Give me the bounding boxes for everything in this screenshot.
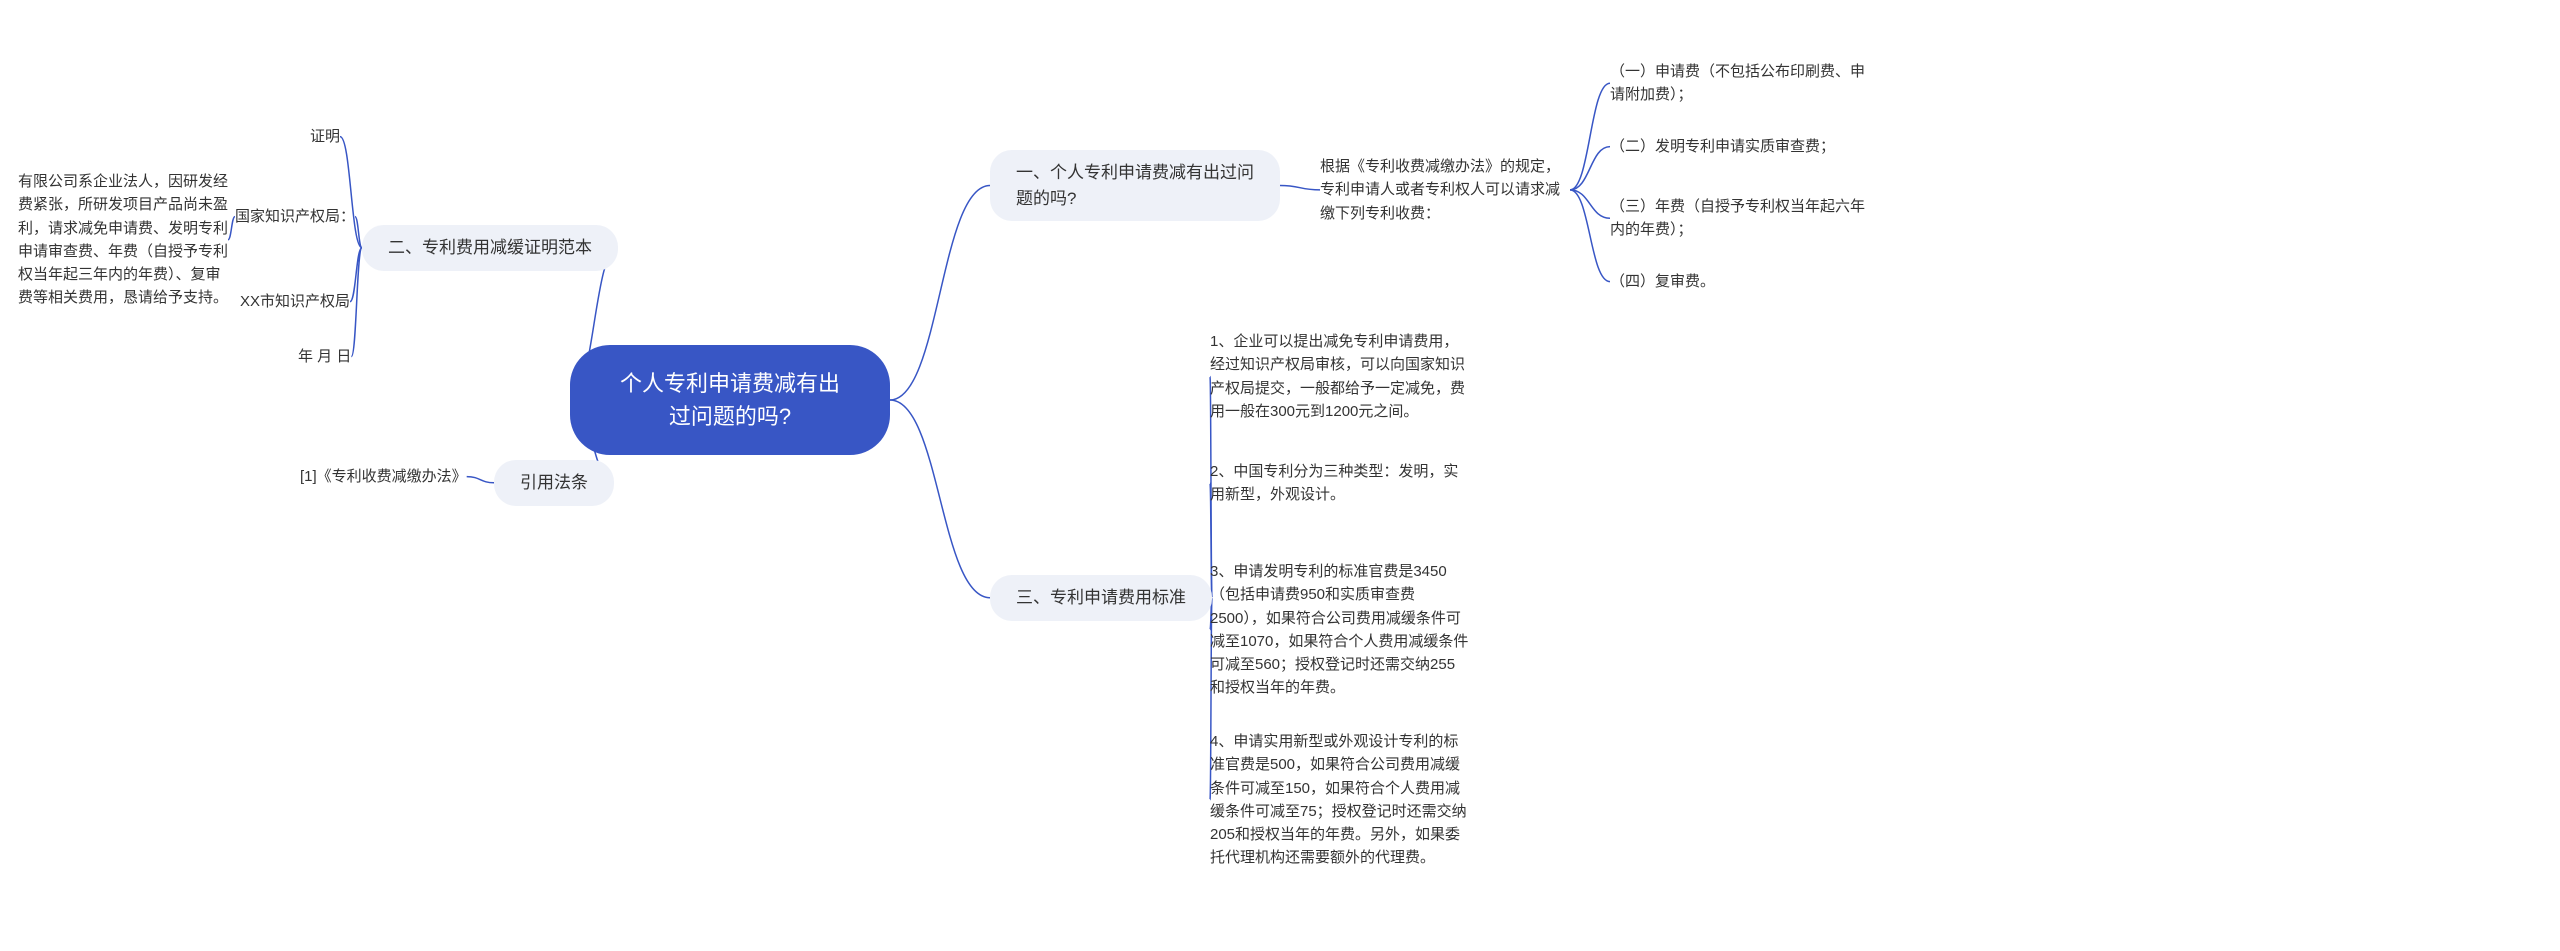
leaf-l4a: [1]《专利收费减缴办法》 <box>300 465 467 488</box>
leaf-r3a: 1、企业可以提出减免专利申请费用，经过知识产权局审核，可以向国家知识产权局提交，… <box>1210 330 1470 423</box>
leaf-l2d: 年 月 日 <box>298 345 351 368</box>
leaf-l2b1: 有限公司系企业法人，因研发经费紧张，所研发项目产品尚未盈利，请求减免申请费、发明… <box>18 170 228 310</box>
branch-section-1[interactable]: 一、个人专利申请费减有出过问题的吗? <box>990 150 1280 221</box>
leaf-l2b: 国家知识产权局： <box>235 205 355 228</box>
leaf-l2a: 证明 <box>310 125 340 148</box>
branch-citations[interactable]: 引用法条 <box>494 460 614 506</box>
leaf-r3b: 2、中国专利分为三种类型：发明，实用新型，外观设计。 <box>1210 460 1470 507</box>
branch-section-2[interactable]: 二、专利费用减缓证明范本 <box>362 225 618 271</box>
branch-section-3[interactable]: 三、专利申请费用标准 <box>990 575 1212 621</box>
leaf-l2c: XX市知识产权局 <box>240 290 350 313</box>
leaf-r1a2: （二）发明专利申请实质审查费； <box>1610 135 1870 158</box>
leaf-r1-intro: 根据《专利收费减缴办法》的规定，专利申请人或者专利权人可以请求减缴下列专利收费： <box>1320 155 1570 225</box>
leaf-r1a4: （四）复审费。 <box>1610 270 1870 293</box>
root-node[interactable]: 个人专利申请费减有出过问题的吗? <box>570 345 890 455</box>
leaf-r1a3: （三）年费（自授予专利权当年起六年内的年费）； <box>1610 195 1870 242</box>
leaf-r3c: 3、申请发明专利的标准官费是3450（包括申请费950和实质审查费2500），如… <box>1210 560 1470 700</box>
leaf-r1a1: （一）申请费（不包括公布印刷费、申请附加费）； <box>1610 60 1870 107</box>
leaf-r3d: 4、申请实用新型或外观设计专利的标准官费是500，如果符合公司费用减缓条件可减至… <box>1210 730 1470 870</box>
